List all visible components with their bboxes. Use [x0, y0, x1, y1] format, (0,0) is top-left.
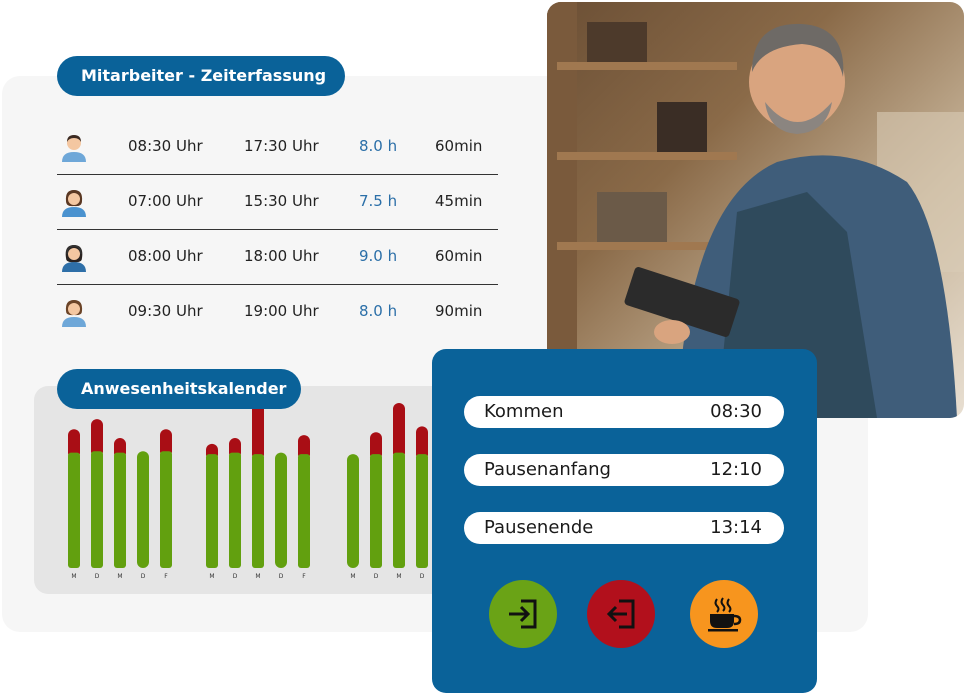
- worked-hours: 8.0 h: [359, 302, 398, 320]
- day-label: M: [71, 573, 76, 580]
- present-bar: [393, 452, 405, 568]
- craftsman-with-tablet-photo: [547, 2, 964, 418]
- sign-in-icon: [509, 599, 537, 629]
- start-time: 08:00 Uhr: [128, 247, 203, 265]
- female-avatar-icon: [62, 300, 86, 327]
- end-time: 15:30 Uhr: [244, 192, 319, 210]
- day-label: D: [141, 573, 146, 580]
- entry-label: Pausenende: [484, 517, 594, 538]
- day-label: M: [255, 573, 260, 580]
- break-end-entry: Pausenende 13:14: [464, 512, 784, 544]
- clock-in-button[interactable]: [489, 580, 557, 648]
- entry-label: Kommen: [484, 401, 564, 422]
- overtime-bar: [68, 429, 80, 459]
- end-time: 19:00 Uhr: [244, 302, 319, 320]
- end-time: 18:00 Uhr: [244, 247, 319, 265]
- overtime-bar: [252, 394, 264, 461]
- table-row[interactable]: 09:30 Uhr 19:00 Uhr 8.0 h 90min: [57, 285, 498, 340]
- present-bar: [206, 454, 218, 568]
- table-row[interactable]: 08:00 Uhr 18:00 Uhr 9.0 h 60min: [57, 230, 498, 285]
- break-duration: 60min: [435, 247, 483, 265]
- end-time: 17:30 Uhr: [244, 137, 319, 155]
- attendance-chart: MDMDFMDMDFMDMDF: [68, 394, 451, 580]
- present-bar: [347, 454, 359, 568]
- clock-in-entry: Kommen 08:30: [464, 396, 784, 428]
- entry-time: 13:14: [710, 517, 762, 538]
- break-start-entry: Pausenanfang 12:10: [464, 454, 784, 486]
- present-bar: [91, 451, 103, 568]
- coffee-cup-icon: [708, 597, 742, 632]
- present-bar: [229, 452, 241, 568]
- day-label: D: [95, 573, 100, 580]
- table-row[interactable]: 08:30 Uhr 17:30 Uhr 8.0 h 60min: [57, 120, 498, 175]
- staff-time-table: 08:30 Uhr 17:30 Uhr 8.0 h 60min 07:00 Uh…: [57, 120, 498, 340]
- day-label: D: [420, 573, 425, 580]
- worked-hours: 9.0 h: [359, 247, 398, 265]
- day-label: M: [350, 573, 355, 580]
- day-label: D: [279, 573, 284, 580]
- female-headset-avatar-icon: [62, 245, 86, 272]
- break-duration: 60min: [435, 137, 483, 155]
- break-button[interactable]: [690, 580, 758, 648]
- overtime-bar: [393, 403, 405, 459]
- overtime-bar: [298, 435, 310, 461]
- present-bar: [68, 452, 80, 568]
- time-clock-panel: Kommen 08:30 Pausenanfang 12:10 Pausenen…: [432, 349, 817, 693]
- day-label: D: [374, 573, 379, 580]
- day-label: F: [164, 573, 168, 580]
- start-time: 09:30 Uhr: [128, 302, 203, 320]
- worked-hours: 7.5 h: [359, 192, 398, 210]
- day-label: M: [209, 573, 214, 580]
- present-bar: [160, 451, 172, 568]
- present-bar: [275, 452, 287, 568]
- worked-hours: 8.0 h: [359, 137, 398, 155]
- male-avatar-icon: [62, 135, 86, 162]
- overtime-bar: [416, 426, 428, 461]
- entry-label: Pausenanfang: [484, 459, 611, 480]
- break-duration: 90min: [435, 302, 483, 320]
- present-bar: [137, 451, 149, 568]
- entry-time: 08:30: [710, 401, 762, 422]
- day-label: M: [396, 573, 401, 580]
- overtime-bar: [370, 432, 382, 461]
- present-bar: [114, 452, 126, 568]
- sign-out-icon: [606, 599, 635, 629]
- start-time: 08:30 Uhr: [128, 137, 203, 155]
- table-row[interactable]: 07:00 Uhr 15:30 Uhr 7.5 h 45min: [57, 175, 498, 230]
- overtime-bar: [160, 429, 172, 458]
- present-bar: [252, 454, 264, 568]
- present-bar: [370, 454, 382, 568]
- clock-out-button[interactable]: [587, 580, 655, 648]
- present-bar: [298, 454, 310, 568]
- day-label: D: [233, 573, 238, 580]
- present-bar: [416, 454, 428, 568]
- attendance-calendar-panel: MDMDFMDMDFMDMDF: [34, 386, 454, 594]
- female-avatar-icon: [62, 190, 86, 217]
- day-label: F: [302, 573, 306, 580]
- overtime-bar: [91, 419, 103, 458]
- entry-time: 12:10: [710, 459, 762, 480]
- start-time: 07:00 Uhr: [128, 192, 203, 210]
- calendar-section-title: Anwesenheitskalender: [57, 369, 301, 409]
- staff-section-title: Mitarbeiter - Zeiterfassung: [57, 56, 345, 96]
- break-duration: 45min: [435, 192, 483, 210]
- day-label: M: [117, 573, 122, 580]
